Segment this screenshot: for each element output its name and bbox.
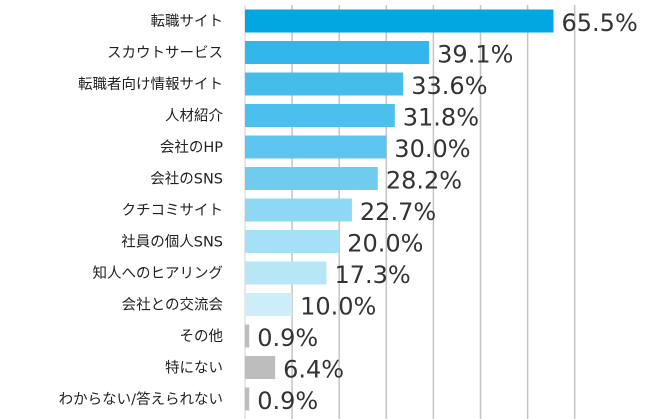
category-label: クチコミサイト — [122, 202, 224, 219]
category-label: わからない/答えられない — [59, 391, 223, 408]
bar — [245, 167, 378, 190]
category-label: スカウトサービス — [107, 45, 223, 62]
bar — [245, 387, 250, 411]
category-label: 会社のSNS — [150, 171, 223, 188]
data-label: 30.0% — [394, 135, 470, 163]
bar — [245, 293, 293, 316]
data-label: 28.2% — [386, 167, 462, 195]
data-label: 22.7% — [360, 198, 436, 226]
bar — [245, 72, 404, 96]
bar — [245, 9, 554, 33]
data-label: 17.3% — [334, 261, 410, 289]
bar — [245, 41, 430, 64]
category-label: その他 — [180, 328, 224, 345]
data-label: 65.5% — [562, 9, 638, 37]
category-label: 転職サイト — [151, 13, 224, 30]
bar — [245, 324, 250, 348]
bar — [245, 230, 340, 253]
category-label: 会社のHP — [160, 139, 223, 156]
bar — [245, 356, 276, 379]
data-label: 31.8% — [403, 104, 479, 132]
data-label: 6.4% — [283, 356, 344, 384]
bar — [245, 104, 395, 127]
category-label: 人材紹介 — [165, 108, 223, 125]
category-label: 特にない — [165, 360, 223, 377]
category-label: 社員の個人SNS — [121, 234, 223, 251]
data-label: 39.1% — [437, 41, 513, 69]
data-label: 0.9% — [257, 387, 318, 415]
category-label: 転職者向け情報サイト — [78, 76, 223, 93]
bar — [245, 135, 387, 159]
category-label: 知人へのヒアリング — [93, 265, 224, 282]
category-label: 会社との交流会 — [122, 296, 223, 314]
bar — [245, 261, 327, 285]
bar — [245, 198, 352, 222]
data-label: 33.6% — [411, 72, 487, 100]
data-label: 20.0% — [347, 230, 423, 258]
data-label: 0.9% — [257, 324, 318, 352]
data-label: 10.0% — [300, 293, 376, 321]
